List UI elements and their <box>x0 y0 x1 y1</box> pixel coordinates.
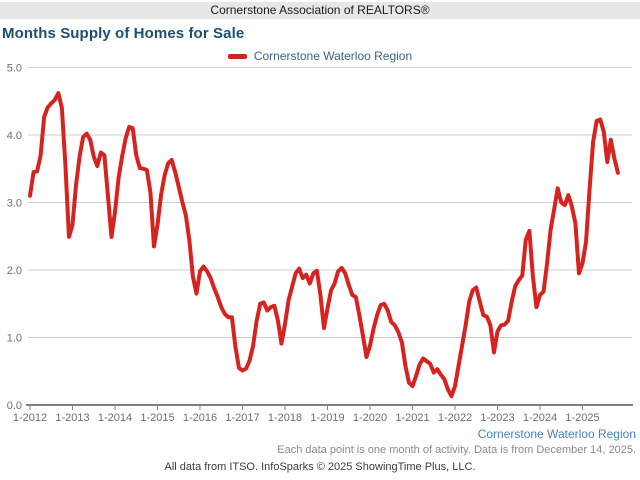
data-note: Each data point is one month of activity… <box>277 444 636 456</box>
association-title: Cornerstone Association of REALTORS® <box>210 3 430 17</box>
x-tick-label: 1-2025 <box>565 412 599 424</box>
page-title: Months Supply of Homes for Sale <box>2 25 245 42</box>
x-tick-label: 1-2013 <box>55 412 89 424</box>
header-bar: Cornerstone Association of REALTORS® <box>0 2 640 19</box>
chart-legend: Cornerstone Waterloo Region <box>0 49 640 63</box>
y-tick-label: 4.0 <box>7 130 22 142</box>
x-tick-label: 1-2019 <box>310 412 344 424</box>
x-tick-label: 1-2015 <box>140 412 174 424</box>
y-tick-label: 1.0 <box>7 333 22 345</box>
y-tick-label: 5.0 <box>7 63 22 75</box>
legend-line-swatch <box>227 53 247 59</box>
x-tick-label: 1-2022 <box>438 412 472 424</box>
x-tick-label: 1-2021 <box>395 412 429 424</box>
footer-region-label: Cornerstone Waterloo Region <box>477 427 636 441</box>
x-tick-label: 1-2014 <box>98 412 132 424</box>
y-tick-label: 0.0 <box>7 400 22 412</box>
x-tick-label: 1-2017 <box>225 412 259 424</box>
x-tick-label: 1-2024 <box>523 412 557 424</box>
y-tick-label: 3.0 <box>7 198 22 210</box>
y-tick-label: 2.0 <box>7 265 22 277</box>
series-line <box>28 91 620 399</box>
x-tick-label: 1-2023 <box>480 412 514 424</box>
copyright-note: All data from ITSO. InfoSparks © 2025 Sh… <box>164 461 476 473</box>
x-tick-label: 1-2012 <box>13 412 47 424</box>
x-tick-label: 1-2020 <box>353 412 387 424</box>
legend-series-label: Cornerstone Waterloo Region <box>253 49 413 63</box>
x-tick-label: 1-2016 <box>183 412 217 424</box>
x-tick-label: 1-2018 <box>268 412 302 424</box>
